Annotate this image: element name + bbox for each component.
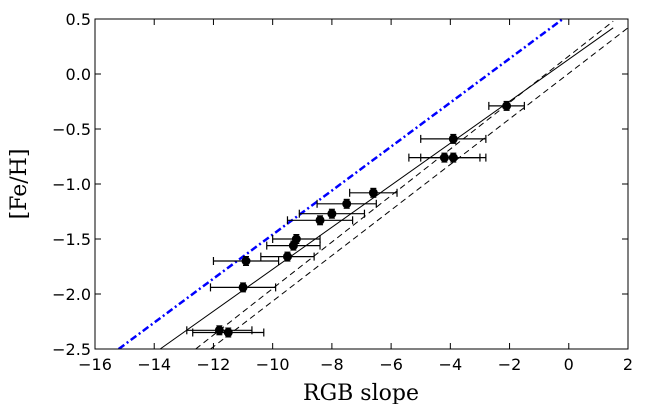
x-tick-label: 2 — [623, 355, 633, 374]
y-tick-label: 0.0 — [66, 65, 91, 84]
x-axis-label: RGB slope — [303, 381, 419, 404]
x-tick-label: −10 — [256, 355, 290, 374]
data-point — [209, 282, 277, 293]
data-point — [186, 325, 253, 336]
y-axis-ticks: −2.5 −2.0 −1.5 −1.0 −0.5 0.0 0.5 — [52, 10, 628, 359]
x-tick-label: −14 — [137, 355, 171, 374]
x-tick-label: −16 — [78, 355, 112, 374]
data-point — [316, 198, 377, 209]
blue-dashdot-line — [117, 19, 564, 349]
y-tick-label: −1.5 — [52, 230, 91, 249]
point-marker — [315, 215, 325, 225]
data-point — [488, 100, 525, 111]
point-marker — [448, 134, 458, 144]
point-marker — [288, 241, 298, 251]
point-marker — [223, 328, 233, 337]
plot-frame — [94, 18, 629, 350]
data-point — [272, 234, 321, 244]
y-tick-label: −2.5 — [52, 340, 91, 359]
x-tick-label: 0 — [564, 355, 574, 374]
dashed-fit-line — [210, 27, 628, 349]
x-tick-label: −2 — [498, 355, 522, 374]
x-tick-label: −6 — [379, 355, 403, 374]
data-point — [286, 215, 354, 226]
y-tick-label: 0.5 — [66, 10, 91, 29]
x-axis-ticks: −16 −14 −12 −10 −8 −6 −4 −2 0 2 — [78, 19, 633, 374]
y-axis-label: [Fe/H] — [7, 149, 32, 220]
data-point — [420, 133, 487, 144]
y-tick-label: −1.0 — [52, 175, 91, 194]
x-tick-label: −4 — [439, 355, 463, 374]
fit-lines — [117, 19, 628, 349]
dashed-fit-line — [195, 20, 614, 349]
x-tick-label: −8 — [320, 355, 344, 374]
point-marker — [368, 188, 378, 198]
point-marker — [327, 209, 337, 219]
data-point — [298, 208, 366, 219]
solid-fit-line — [159, 27, 614, 349]
y-tick-label: −0.5 — [52, 120, 91, 139]
data-point — [192, 327, 265, 338]
y-tick-label: −2.0 — [52, 285, 91, 304]
data-point — [212, 256, 280, 266]
point-marker — [448, 153, 458, 163]
data-points — [186, 100, 525, 338]
point-marker — [241, 256, 251, 266]
data-point — [266, 240, 321, 251]
point-marker — [238, 282, 248, 292]
point-marker — [342, 199, 352, 209]
x-tick-label: −12 — [197, 355, 231, 374]
data-point — [420, 152, 487, 163]
data-point — [260, 251, 315, 262]
point-marker — [282, 252, 292, 262]
point-marker — [502, 101, 512, 111]
data-point — [349, 187, 398, 198]
point-marker — [214, 325, 224, 335]
